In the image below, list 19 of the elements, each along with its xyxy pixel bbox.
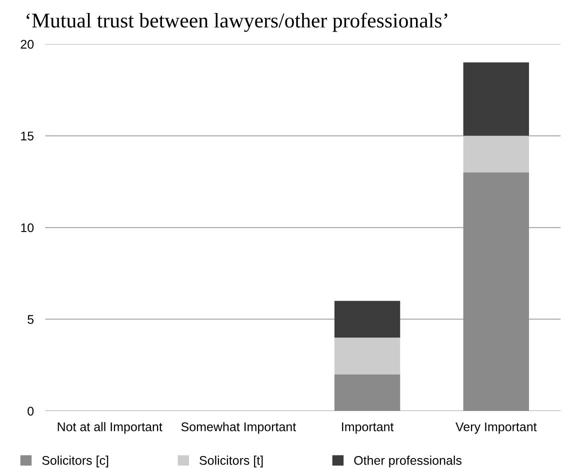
legend-label: Solicitors [t] [200, 456, 263, 468]
y-tick-label: 15 [21, 132, 34, 140]
x-tick-label: Important [342, 422, 394, 434]
y-tick-label: 10 [21, 223, 34, 232]
legend-label: Other professionals [354, 456, 462, 468]
legend-label: Solicitors [c] [42, 456, 108, 468]
y-tick-label: 20 [20, 40, 34, 49]
bar [463, 136, 529, 172]
x-tick-label: Somewhat Important [181, 422, 296, 434]
y-tick-label: 0 [28, 406, 34, 416]
chart-title: ‘Mutual trust between lawyers/other professionals’ [26, 12, 448, 32]
y-tick-label: 5 [28, 315, 34, 324]
bar [334, 300, 400, 338]
x-tick-label: Very Important [456, 422, 537, 434]
bar [463, 62, 529, 136]
bar [463, 172, 529, 411]
bar [334, 374, 400, 411]
bar [334, 338, 400, 374]
x-tick-label: Not at all Important [58, 422, 162, 434]
